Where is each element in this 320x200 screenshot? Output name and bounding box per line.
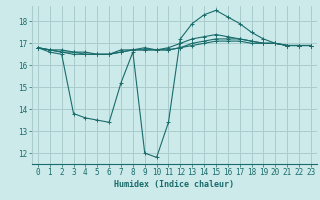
X-axis label: Humidex (Indice chaleur): Humidex (Indice chaleur) [115,180,234,189]
